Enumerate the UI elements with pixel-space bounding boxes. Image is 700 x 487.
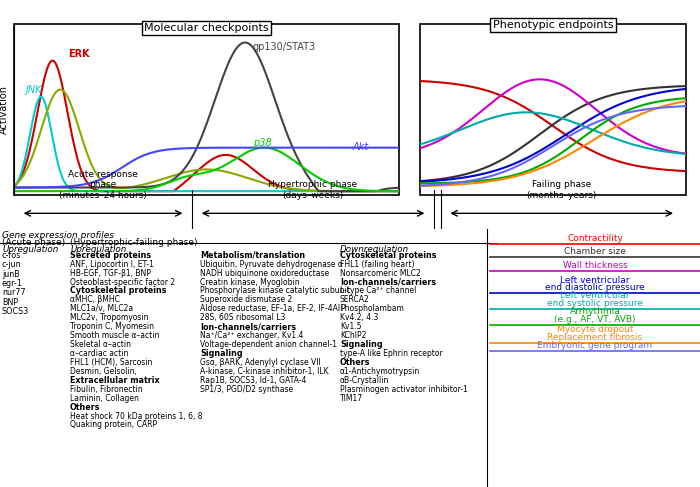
Text: end systolic pressure: end systolic pressure: [547, 300, 643, 308]
Text: MLC1a/v, MLC2a: MLC1a/v, MLC2a: [70, 304, 133, 313]
Text: Chamber size: Chamber size: [564, 247, 626, 256]
Text: SP1/3, PGD/D2 synthase: SP1/3, PGD/D2 synthase: [200, 385, 293, 394]
Text: Smooth muscle α–actin: Smooth muscle α–actin: [70, 331, 160, 340]
Text: ANF, Lipocortin I, ET-1: ANF, Lipocortin I, ET-1: [70, 260, 154, 269]
Text: nur77: nur77: [2, 288, 26, 298]
Text: Skeletal α–actin: Skeletal α–actin: [70, 340, 131, 349]
Text: A-kinase, C-kinase inhibitor-1, ILK: A-kinase, C-kinase inhibitor-1, ILK: [200, 367, 328, 376]
Text: Others: Others: [340, 358, 370, 367]
Text: c-fos: c-fos: [2, 251, 22, 260]
Text: Kv4.2, 4.3: Kv4.2, 4.3: [340, 313, 379, 322]
Text: Nonsarcomeric MLC2: Nonsarcomeric MLC2: [340, 269, 421, 278]
Text: MLC2v, Tropomyosin: MLC2v, Tropomyosin: [70, 313, 148, 322]
Text: end diastolic pressure: end diastolic pressure: [545, 283, 645, 293]
Text: αMHC, βMHC: αMHC, βMHC: [70, 296, 120, 304]
Text: FHL1 (failing heart): FHL1 (failing heart): [340, 260, 414, 269]
Text: Akt: Akt: [353, 142, 369, 152]
Text: Ubiquitin, Pyruvate dehydrogenase α: Ubiquitin, Pyruvate dehydrogenase α: [200, 260, 343, 269]
Text: Gene expression profiles: Gene expression profiles: [2, 231, 114, 240]
Text: Acute response
phase
(minutes–24 hours): Acute response phase (minutes–24 hours): [60, 170, 147, 200]
Text: SOCS3: SOCS3: [2, 307, 29, 317]
Text: α–cardiac actin: α–cardiac actin: [70, 349, 128, 358]
Text: junB: junB: [2, 270, 20, 279]
Text: αB-Crystallin: αB-Crystallin: [340, 376, 389, 385]
Text: ERK: ERK: [68, 49, 90, 59]
Text: Downregulation: Downregulation: [340, 245, 409, 254]
Text: Signaling: Signaling: [340, 340, 383, 349]
Text: NADH ubiquinone oxidoreductase: NADH ubiquinone oxidoreductase: [200, 269, 329, 278]
Text: Arrhythmia: Arrhythmia: [570, 307, 620, 317]
Text: Upregulation: Upregulation: [2, 245, 58, 254]
Text: egr-1: egr-1: [2, 279, 23, 288]
Text: Quaking protein, CARP: Quaking protein, CARP: [70, 420, 157, 430]
Text: KChIP2: KChIP2: [340, 331, 366, 340]
Text: SERCA2: SERCA2: [340, 296, 370, 304]
Text: JNK: JNK: [25, 85, 42, 95]
Text: Left ventricular: Left ventricular: [560, 276, 630, 284]
Text: Osteoblast-specific factor 2: Osteoblast-specific factor 2: [70, 278, 175, 286]
Text: type-A like Ephrin receptor: type-A like Ephrin receptor: [340, 349, 442, 358]
Text: Embryonic gene program: Embryonic gene program: [538, 341, 652, 350]
Text: gp130/STAT3: gp130/STAT3: [253, 42, 316, 52]
Text: Hypertrophic phase
(days–weeks): Hypertrophic phase (days–weeks): [269, 180, 358, 200]
Text: Phenotypic endpoints: Phenotypic endpoints: [493, 20, 613, 30]
Text: (Acute phase): (Acute phase): [2, 238, 65, 247]
Text: Extracellular matrix: Extracellular matrix: [70, 376, 160, 385]
Text: Cytoskeletal proteins: Cytoskeletal proteins: [340, 251, 437, 260]
Text: Others: Others: [70, 403, 101, 412]
Text: Failing phase
(months–years): Failing phase (months–years): [526, 180, 597, 200]
Text: 28S, 60S ribosomal L3: 28S, 60S ribosomal L3: [200, 313, 286, 322]
Text: α1-Antichymotrypsin: α1-Antichymotrypsin: [340, 367, 420, 376]
Text: Troponin C, Myomesin: Troponin C, Myomesin: [70, 322, 154, 331]
Text: Laminin, Collagen: Laminin, Collagen: [70, 393, 139, 403]
Text: Phospholambam: Phospholambam: [340, 304, 404, 313]
Text: Cytoskeletal proteins: Cytoskeletal proteins: [70, 286, 167, 296]
Text: BNP: BNP: [2, 298, 18, 307]
Text: Ion-channels/carriers: Ion-channels/carriers: [340, 278, 436, 286]
Text: TIM17: TIM17: [340, 393, 363, 403]
Text: c-jun: c-jun: [2, 260, 22, 269]
Text: Metabolism/translation: Metabolism/translation: [200, 251, 305, 260]
Text: Desmin, Gelsolin,: Desmin, Gelsolin,: [70, 367, 137, 376]
Text: Kv1.5: Kv1.5: [340, 322, 361, 331]
Text: Signaling: Signaling: [200, 349, 243, 358]
Text: Fibulin, Fibronectin: Fibulin, Fibronectin: [70, 385, 143, 394]
Text: Myocyte dropout: Myocyte dropout: [556, 325, 634, 334]
Text: FHL1 (HCM), Sarcosin: FHL1 (HCM), Sarcosin: [70, 358, 153, 367]
Text: Na⁺/Ca²⁺ exchanger, Kv1.4: Na⁺/Ca²⁺ exchanger, Kv1.4: [200, 331, 303, 340]
Text: Ion-channels/carriers: Ion-channels/carriers: [200, 322, 296, 331]
Text: Rap1B, SOCS3, Id-1, GATA-4: Rap1B, SOCS3, Id-1, GATA-4: [200, 376, 307, 385]
Text: Left ventricular: Left ventricular: [560, 291, 630, 300]
Text: Upregulation: Upregulation: [70, 245, 126, 254]
Text: HB-EGF, TGF-β1, BNP: HB-EGF, TGF-β1, BNP: [70, 269, 151, 278]
Text: Gsα, βARK, Adenylyl cyclase VII: Gsα, βARK, Adenylyl cyclase VII: [200, 358, 321, 367]
Text: Creatin kinase, Myoglobin: Creatin kinase, Myoglobin: [200, 278, 300, 286]
Text: Secreted proteins: Secreted proteins: [70, 251, 151, 260]
Text: L-type Ca²⁺ channel: L-type Ca²⁺ channel: [340, 286, 416, 296]
Text: p38: p38: [253, 138, 272, 148]
Text: (e.g., AF, VT, AVB): (e.g., AF, VT, AVB): [554, 315, 636, 324]
Text: Superoxide dismutase 2: Superoxide dismutase 2: [200, 296, 293, 304]
Text: Contractility: Contractility: [567, 234, 623, 243]
Text: Wall thickness: Wall thickness: [563, 261, 627, 270]
Y-axis label: Activation: Activation: [0, 85, 8, 134]
Text: (Hypertrophic-failing phase): (Hypertrophic-failing phase): [70, 238, 197, 247]
Text: Replacement fibrosis: Replacement fibrosis: [547, 333, 643, 342]
Text: Phosphorylase kinase catalytic subunit: Phosphorylase kinase catalytic subunit: [200, 286, 350, 296]
Text: Plasminogen activator inhibitor-1: Plasminogen activator inhibitor-1: [340, 385, 468, 394]
Text: Heat shock 70 kDa proteins 1, 6, 8: Heat shock 70 kDa proteins 1, 6, 8: [70, 412, 202, 421]
Text: Voltage-dependent anion channel-1: Voltage-dependent anion channel-1: [200, 340, 337, 349]
Text: Molecular checkpoints: Molecular checkpoints: [144, 23, 269, 33]
Text: Aldose reductase, EF-1a, EF-2, IF-4AII: Aldose reductase, EF-1a, EF-2, IF-4AII: [200, 304, 342, 313]
